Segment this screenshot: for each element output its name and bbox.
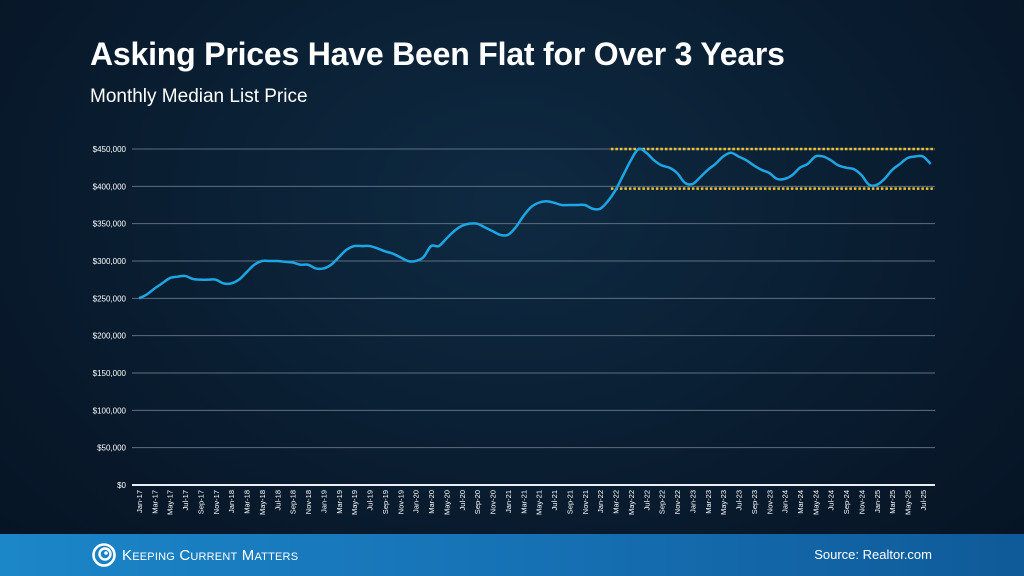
x-tick-label: Sep-18 xyxy=(289,490,298,514)
x-tick-label: May-22 xyxy=(627,490,636,515)
x-tick-label: May-25 xyxy=(904,490,913,515)
x-tick-label: Mar-23 xyxy=(704,490,713,514)
source-note: Source: Realtor.com xyxy=(814,547,932,562)
x-tick-label: Sep-19 xyxy=(381,490,390,514)
x-tick-label: Sep-21 xyxy=(565,490,574,514)
x-tick-label: May-21 xyxy=(535,490,544,515)
y-tick-label: $150,000 xyxy=(93,369,127,378)
y-tick-label: $400,000 xyxy=(93,182,127,191)
x-tick-label: Nov-22 xyxy=(673,490,682,514)
y-tick-label: $0 xyxy=(117,481,126,490)
footer-bar: Keeping Current Matters Source: Realtor.… xyxy=(0,534,1024,576)
x-tick-label: Jan-17 xyxy=(135,490,144,513)
x-tick-label: May-19 xyxy=(350,490,359,515)
x-tick-label: Jul-18 xyxy=(273,490,282,510)
chart-title: Asking Prices Have Been Flat for Over 3 … xyxy=(90,36,785,72)
x-tick-label: Sep-24 xyxy=(842,490,851,514)
x-tick-label: Mar-25 xyxy=(888,490,897,514)
x-tick-label: Mar-19 xyxy=(335,490,344,514)
x-tick-label: Jan-20 xyxy=(412,490,421,513)
x-tick-label: Mar-20 xyxy=(427,490,436,514)
y-tick-label: $50,000 xyxy=(97,444,126,453)
y-tick-label: $100,000 xyxy=(93,406,127,415)
y-tick-label: $450,000 xyxy=(93,145,127,154)
x-tick-label: Jan-21 xyxy=(504,490,513,513)
logo: Keeping Current Matters xyxy=(92,543,298,567)
x-tick-label: Jul-22 xyxy=(642,490,651,510)
x-tick-label: May-23 xyxy=(719,490,728,515)
x-tick-label: Sep-17 xyxy=(196,490,205,514)
x-tick-label: Jan-22 xyxy=(596,490,605,513)
x-tick-label: Jan-24 xyxy=(781,490,790,513)
x-tick-label: Sep-22 xyxy=(658,490,667,514)
x-tick-label: Jul-24 xyxy=(827,490,836,510)
x-tick-label: Sep-20 xyxy=(473,490,482,514)
x-tick-label: Mar-17 xyxy=(150,490,159,514)
y-tick-label: $250,000 xyxy=(93,294,127,303)
y-tick-label: $300,000 xyxy=(93,257,127,266)
x-tick-label: Nov-19 xyxy=(396,490,405,514)
x-tick-label: Nov-20 xyxy=(489,490,498,514)
x-tick-label: Nov-18 xyxy=(304,490,313,514)
x-tick-label: Mar-21 xyxy=(519,490,528,514)
x-tick-label: Nov-21 xyxy=(581,490,590,514)
y-tick-label: $350,000 xyxy=(93,220,127,229)
logo-swirl-icon xyxy=(92,543,116,567)
x-tick-label: Mar-18 xyxy=(243,490,252,514)
x-tick-label: Jan-23 xyxy=(688,490,697,513)
chart-subtitle: Monthly Median List Price xyxy=(90,86,308,107)
x-tick-label: Jan-18 xyxy=(227,490,236,513)
x-tick-label: Nov-23 xyxy=(765,490,774,514)
x-tick-label: May-18 xyxy=(258,490,267,515)
x-tick-label: Nov-24 xyxy=(857,490,866,514)
x-tick-label: May-20 xyxy=(442,490,451,515)
x-tick-label: Jul-20 xyxy=(458,490,467,510)
x-tick-label: Jul-25 xyxy=(919,490,928,510)
x-tick-label: Jul-23 xyxy=(735,490,744,510)
line-chart: $0 $50,000 $100,000 $150,000 $200,000 $250,00… xyxy=(93,145,935,515)
x-tick-label: Mar-24 xyxy=(796,490,805,514)
x-tick-label: Jul-17 xyxy=(181,490,190,510)
y-tick-label: $200,000 xyxy=(93,332,127,341)
x-tick-label: Nov-17 xyxy=(212,490,221,514)
x-tick-label: Jul-19 xyxy=(366,490,375,510)
x-tick-label: Jan-19 xyxy=(319,490,328,513)
x-tick-label: Jul-21 xyxy=(550,490,559,510)
x-tick-label: May-24 xyxy=(811,490,820,515)
x-tick-label: May-17 xyxy=(166,490,175,515)
x-tick-label: Sep-23 xyxy=(750,490,759,514)
price-line xyxy=(138,147,932,300)
logo-text: Keeping Current Matters xyxy=(122,546,299,564)
x-tick-label: Jan-25 xyxy=(873,490,882,513)
x-tick-label: Mar-22 xyxy=(612,490,621,514)
